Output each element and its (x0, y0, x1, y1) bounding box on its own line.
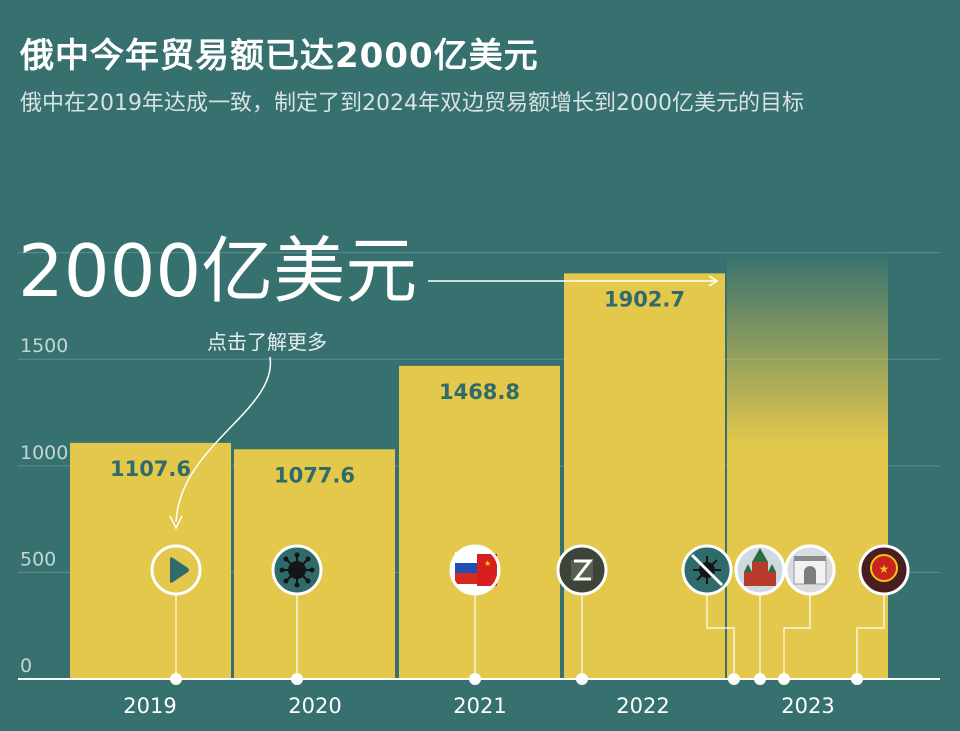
bar-2021[interactable] (399, 365, 560, 679)
page-title: 俄中今年贸易额已达2000亿美元 (20, 36, 539, 76)
emblem-icon[interactable]: ★ (858, 544, 910, 596)
hint-arrow (175, 356, 272, 523)
page-subtitle: 俄中在2019年达成一致，制定了到2024年双边贸易额增长到2000亿美元的目标 (20, 91, 804, 116)
bar-value-label: 1902.7 (604, 287, 685, 311)
x-tick-label: 2020 (288, 694, 341, 718)
bar-value-label: 1107.6 (110, 457, 191, 481)
svg-text:★: ★ (879, 562, 890, 576)
flags-icon[interactable]: ★ (449, 544, 501, 596)
event-stems (175, 594, 885, 679)
bar-2019[interactable] (70, 442, 231, 679)
x-tick-label: 2019 (123, 694, 176, 718)
svg-text:★: ★ (484, 559, 491, 568)
hint-arrow-head (169, 515, 183, 530)
learn-more-hint[interactable]: 点击了解更多 (207, 330, 327, 354)
virus-icon[interactable] (271, 544, 323, 596)
y-tick-label: 1000 (20, 442, 68, 464)
gate-icon[interactable] (784, 544, 836, 596)
target-label: 2000亿美元 (18, 229, 418, 313)
y-tick-label: 500 (20, 548, 56, 570)
target-arrow-head (708, 275, 719, 287)
x-tick-label: 2023 (781, 694, 834, 718)
y-tick-label: 0 (20, 655, 32, 677)
play-icon[interactable] (150, 544, 202, 596)
bar-2023[interactable] (727, 252, 888, 680)
bar-value-label: 1468.8 (439, 380, 520, 404)
virus-crossed-icon[interactable] (681, 544, 733, 596)
x-tick-label: 2022 (616, 694, 669, 718)
kremlin-icon[interactable] (734, 544, 786, 596)
event-dots (170, 673, 863, 685)
bar-2022[interactable] (564, 273, 725, 679)
x-tick-label: 2021 (453, 694, 506, 718)
z-symbol-icon[interactable] (556, 544, 608, 596)
bar-value-label: 1077.6 (274, 463, 355, 487)
y-tick-label: 1500 (20, 335, 68, 357)
